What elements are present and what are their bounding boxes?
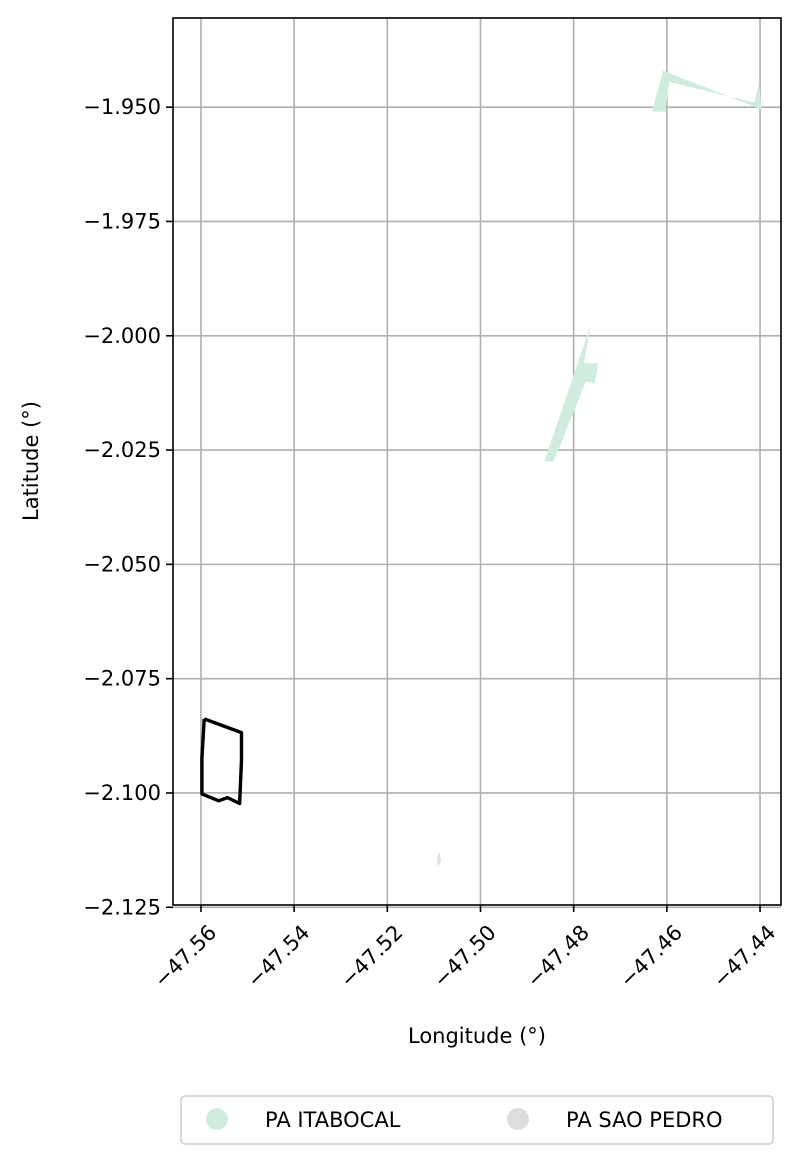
y-tick-label: −1.975 xyxy=(83,209,161,233)
x-axis-title: Longitude (°) xyxy=(408,1024,546,1048)
y-tick-label: −2.025 xyxy=(83,438,161,462)
y-tick-label: −2.075 xyxy=(83,667,161,691)
legend-marker-pa-sao-pedro xyxy=(507,1108,529,1130)
y-tick-label: −2.050 xyxy=(83,552,161,576)
legend-label-pa-sao-pedro: PA SAO PEDRO xyxy=(566,1108,723,1132)
y-tick-label: −1.950 xyxy=(83,95,161,119)
legend-marker-pa-itabocal xyxy=(206,1108,228,1130)
legend-label-pa-itabocal: PA ITABOCAL xyxy=(265,1108,401,1132)
y-tick-label: −2.100 xyxy=(83,781,161,805)
y-axis-title: Latitude (°) xyxy=(19,401,43,521)
legend: PA ITABOCAL PA SAO PEDRO xyxy=(181,1096,773,1144)
y-tick-label: −2.125 xyxy=(83,895,161,919)
y-tick-label: −2.000 xyxy=(83,324,161,348)
